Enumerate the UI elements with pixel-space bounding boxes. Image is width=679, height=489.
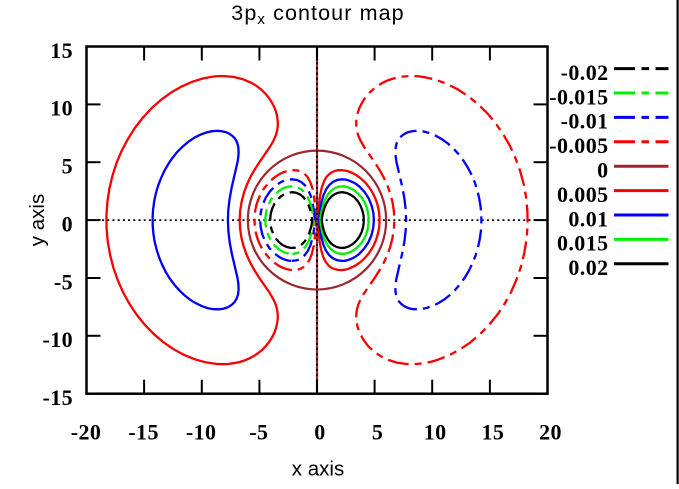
svg-text:x axis: x axis	[292, 458, 344, 481]
svg-text:0.015: 0.015	[557, 231, 609, 256]
svg-text:-15: -15	[42, 385, 73, 410]
svg-text:-10: -10	[186, 420, 217, 445]
svg-text:3px contour map: 3px contour map	[231, 1, 404, 28]
svg-text:0: 0	[597, 158, 608, 183]
svg-text:0.02: 0.02	[568, 255, 608, 280]
svg-text:-20: -20	[71, 420, 102, 445]
svg-text:-5: -5	[54, 269, 73, 294]
svg-text:0: 0	[62, 211, 73, 236]
svg-text:0.005: 0.005	[557, 182, 609, 207]
svg-text:-0.02: -0.02	[561, 60, 609, 85]
svg-text:15: 15	[50, 38, 73, 63]
svg-text:-0.015: -0.015	[549, 84, 608, 109]
svg-text:0: 0	[314, 420, 325, 445]
svg-text:-15: -15	[128, 420, 159, 445]
svg-text:20: 20	[539, 420, 562, 445]
svg-text:-0.005: -0.005	[549, 133, 608, 158]
svg-text:-0.01: -0.01	[561, 109, 609, 134]
svg-text:-10: -10	[42, 327, 73, 352]
svg-text:10: 10	[50, 96, 73, 121]
svg-text:0.01: 0.01	[568, 206, 608, 231]
svg-text:5: 5	[62, 154, 73, 179]
svg-text:y axis: y axis	[26, 194, 49, 246]
svg-text:15: 15	[481, 420, 504, 445]
svg-text:10: 10	[424, 420, 447, 445]
svg-text:5: 5	[372, 420, 383, 445]
svg-text:-5: -5	[249, 420, 268, 445]
